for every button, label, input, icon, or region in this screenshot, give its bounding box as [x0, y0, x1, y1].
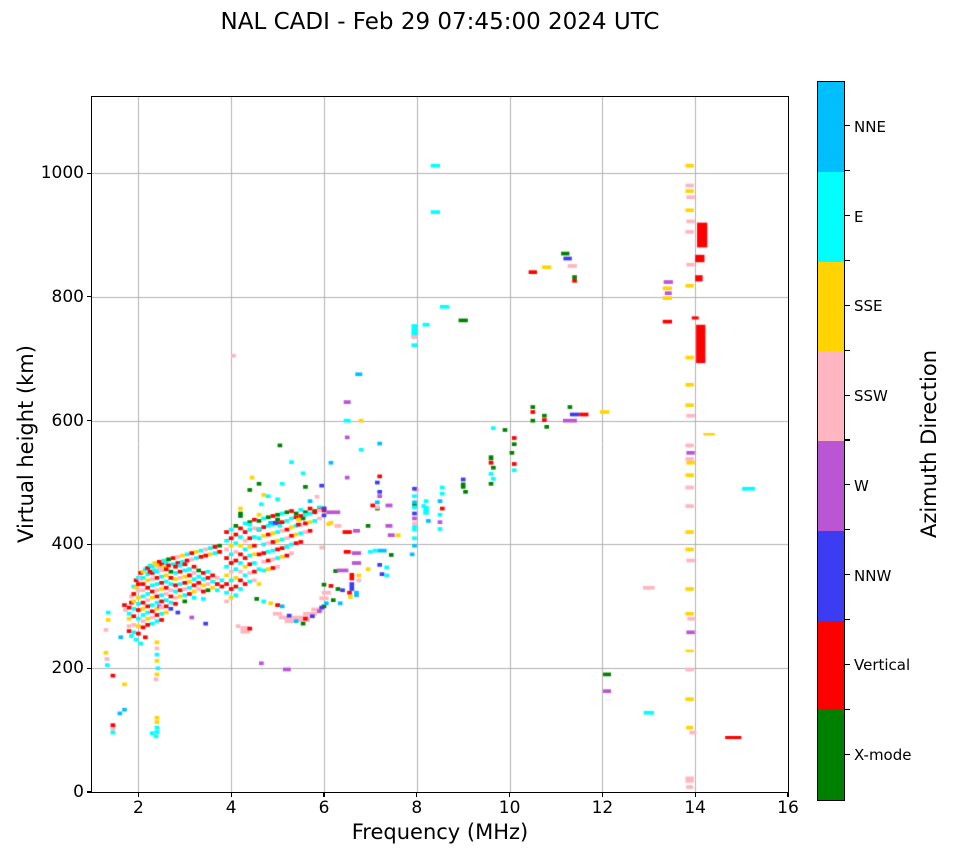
colorbar-boundary-tick — [845, 618, 850, 621]
colorbar-tick — [845, 663, 850, 665]
colorbar-label-x-mode: X-mode — [854, 746, 912, 765]
colorbar-tick — [845, 125, 850, 127]
y-tick-mark — [87, 543, 91, 546]
colorbar-tick — [845, 484, 850, 486]
x-tick-label: 8 — [411, 798, 423, 818]
colorbar-segment-w — [818, 441, 844, 531]
colorbar-label-vertical: Vertical — [854, 656, 911, 675]
y-axis-label: Virtual height (km) — [14, 345, 38, 543]
y-tick-label: 200 — [51, 658, 84, 679]
plot-area — [91, 96, 789, 793]
colorbar-label-nne: NNE — [854, 117, 886, 136]
x-tick-mark — [694, 793, 696, 797]
x-tick-mark — [787, 793, 789, 797]
colorbar-segment-nne — [818, 82, 844, 172]
scatter-canvas — [92, 97, 788, 792]
x-tick-label: 16 — [777, 798, 799, 818]
colorbar-boundary-tick — [845, 349, 850, 351]
colorbar-boundary-tick — [845, 529, 850, 531]
x-tick-mark — [137, 793, 139, 797]
y-tick-label: 1000 — [40, 163, 84, 184]
colorbar-title: Azimuth Direction — [917, 349, 941, 539]
colorbar-segment-vertical — [818, 620, 844, 711]
colorbar-tick — [845, 304, 850, 306]
colorbar-label-ssw: SSW — [854, 387, 888, 406]
colorbar-boundary-tick — [845, 259, 850, 262]
colorbar-label-sse: SSE — [854, 297, 883, 316]
x-tick-mark — [509, 793, 511, 797]
colorbar — [817, 81, 845, 801]
y-tick-label: 800 — [51, 286, 84, 307]
colorbar-label-w: W — [854, 476, 869, 495]
x-tick-mark — [323, 793, 325, 797]
y-tick-mark — [87, 667, 91, 669]
x-tick-label: 14 — [684, 798, 707, 818]
x-tick-mark — [601, 793, 603, 797]
y-tick-label: 600 — [51, 410, 84, 431]
x-tick-label: 12 — [591, 798, 614, 818]
y-tick-mark — [87, 791, 91, 793]
x-tick-label: 6 — [318, 798, 330, 818]
y-tick-mark — [87, 296, 91, 298]
x-tick-label: 4 — [225, 798, 237, 818]
y-tick-label: 0 — [73, 782, 84, 802]
colorbar-segment-e — [818, 171, 844, 262]
colorbar-label-e: E — [854, 207, 864, 226]
colorbar-tick — [845, 574, 850, 576]
x-tick-mark — [416, 793, 418, 797]
x-axis-label: Frequency (MHz) — [351, 820, 529, 844]
x-tick-label: 2 — [132, 798, 144, 818]
x-tick-label: 10 — [498, 798, 521, 818]
colorbar-tick — [845, 753, 850, 755]
colorbar-segment-x-mode — [818, 710, 844, 800]
colorbar-boundary-tick — [845, 439, 850, 441]
colorbar-label-nnw: NNW — [854, 566, 892, 585]
y-tick-mark — [87, 420, 91, 422]
colorbar-boundary-tick — [845, 708, 850, 710]
colorbar-tick — [845, 215, 850, 217]
x-tick-mark — [230, 793, 232, 797]
chart-title: NAL CADI - Feb 29 07:45:00 2024 UTC — [220, 9, 660, 35]
y-tick-label: 400 — [51, 534, 84, 555]
y-tick-mark — [87, 172, 91, 174]
colorbar-tick — [845, 394, 850, 396]
colorbar-segment-sse — [818, 261, 844, 352]
colorbar-boundary-tick — [845, 170, 850, 172]
colorbar-segment-nnw — [818, 530, 844, 621]
colorbar-segment-ssw — [818, 351, 844, 441]
